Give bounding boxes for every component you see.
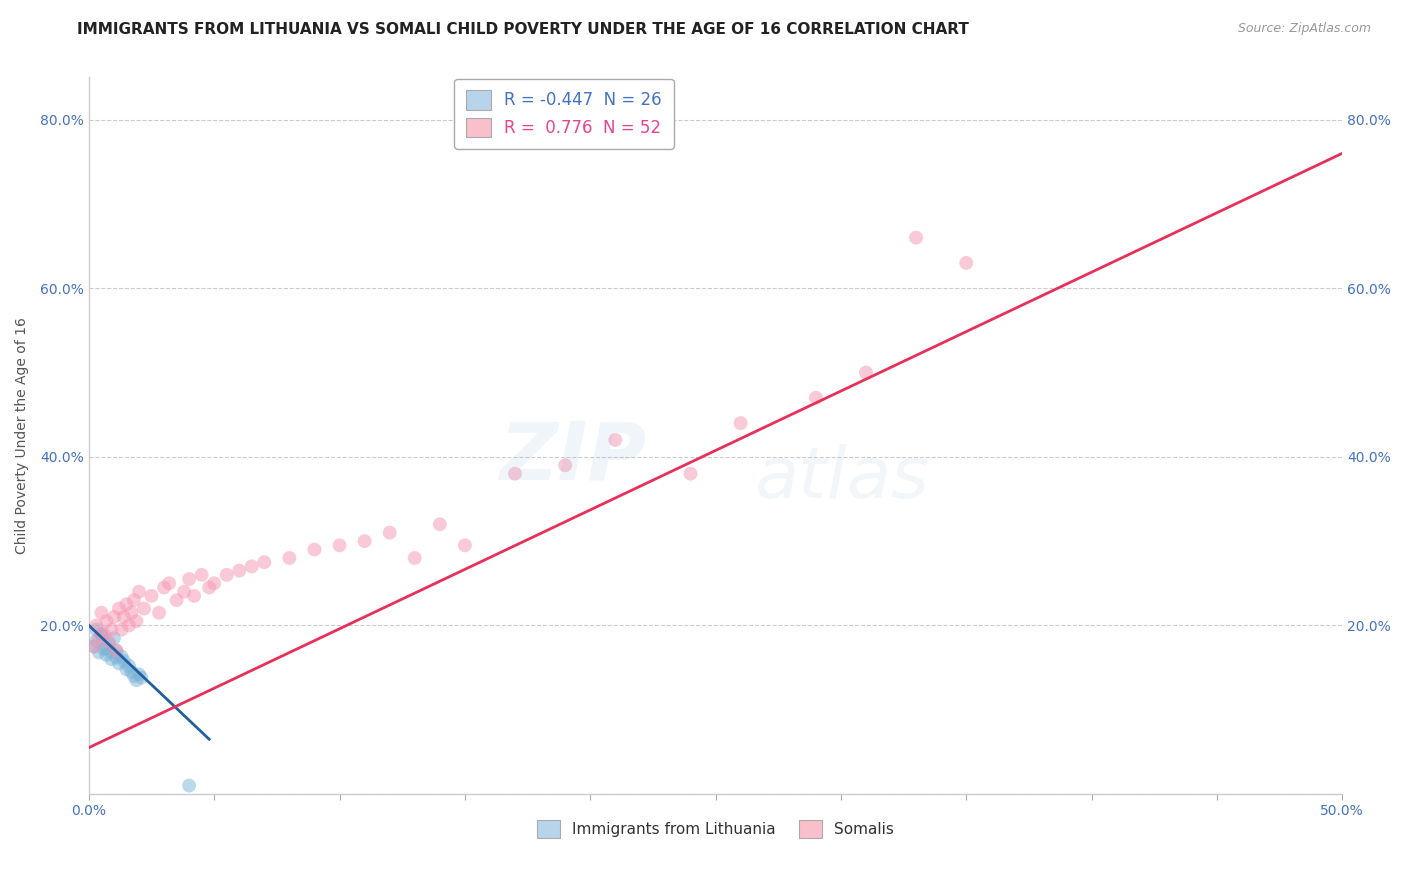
Point	[125, 673, 148, 688]
Point	[110, 649, 132, 664]
Point	[304, 542, 326, 557]
Point	[730, 416, 752, 430]
Point	[148, 606, 170, 620]
Point	[153, 581, 176, 595]
Text: ZIP: ZIP	[499, 418, 647, 496]
Point	[179, 572, 201, 586]
Point	[228, 564, 250, 578]
Point	[804, 391, 827, 405]
Point	[166, 593, 188, 607]
Text: IMMIGRANTS FROM LITHUANIA VS SOMALI CHILD POVERTY UNDER THE AGE OF 16 CORRELATIO: IMMIGRANTS FROM LITHUANIA VS SOMALI CHIL…	[77, 22, 969, 37]
Point	[278, 551, 301, 566]
Point	[90, 628, 112, 642]
Point	[86, 623, 108, 637]
Point	[100, 652, 122, 666]
Point	[90, 627, 112, 641]
Point	[190, 567, 212, 582]
Point	[112, 610, 135, 624]
Point	[122, 593, 145, 607]
Point	[128, 584, 150, 599]
Point	[157, 576, 180, 591]
Point	[454, 538, 477, 552]
Point	[128, 667, 150, 681]
Point	[96, 648, 118, 662]
Point	[429, 517, 451, 532]
Point	[83, 640, 105, 654]
Point	[86, 618, 108, 632]
Point	[90, 606, 112, 620]
Point	[83, 640, 105, 654]
Point	[240, 559, 263, 574]
Point	[110, 623, 132, 637]
Point	[96, 614, 118, 628]
Point	[87, 631, 110, 645]
Point	[679, 467, 702, 481]
Point	[97, 637, 120, 651]
Text: Source: ZipAtlas.com: Source: ZipAtlas.com	[1237, 22, 1371, 36]
Point	[112, 654, 135, 668]
Text: atlas: atlas	[754, 444, 928, 513]
Point	[108, 657, 131, 671]
Point	[87, 645, 110, 659]
Point	[125, 614, 148, 628]
Point	[605, 433, 627, 447]
Point	[183, 589, 205, 603]
Point	[131, 671, 153, 685]
Point	[378, 525, 401, 540]
Point	[122, 669, 145, 683]
Point	[100, 623, 122, 637]
Point	[173, 584, 195, 599]
Point	[905, 230, 928, 244]
Point	[132, 601, 155, 615]
Point	[103, 631, 125, 645]
Point	[215, 567, 238, 582]
Point	[404, 551, 426, 566]
Point	[96, 641, 118, 656]
Point	[955, 256, 977, 270]
Point	[103, 610, 125, 624]
Point	[105, 650, 128, 665]
Point	[93, 627, 115, 641]
Legend: Immigrants from Lithuania, Somalis: Immigrants from Lithuania, Somalis	[531, 814, 900, 844]
Point	[141, 589, 163, 603]
Point	[86, 633, 108, 648]
Point	[105, 643, 128, 657]
Point	[179, 779, 201, 793]
Point	[118, 618, 141, 632]
Point	[198, 581, 221, 595]
Point	[121, 665, 143, 679]
Point	[121, 606, 143, 620]
Y-axis label: Child Poverty Under the Age of 16: Child Poverty Under the Age of 16	[15, 318, 30, 554]
Point	[253, 555, 276, 569]
Point	[100, 645, 122, 659]
Point	[115, 662, 138, 676]
Point	[353, 534, 375, 549]
Point	[108, 601, 131, 615]
Point	[105, 643, 128, 657]
Point	[115, 598, 138, 612]
Point	[97, 635, 120, 649]
Point	[554, 458, 576, 473]
Point	[503, 467, 526, 481]
Point	[328, 538, 350, 552]
Point	[202, 576, 225, 591]
Point	[93, 642, 115, 657]
Point	[855, 366, 877, 380]
Point	[118, 658, 141, 673]
